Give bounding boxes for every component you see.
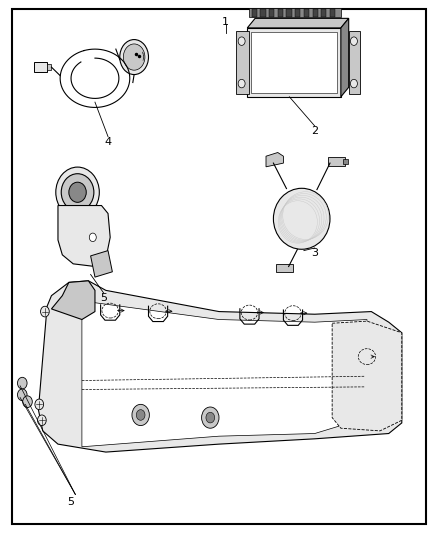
- Bar: [343, 159, 348, 164]
- Polygon shape: [247, 18, 349, 28]
- Bar: [237, 30, 249, 94]
- Text: 4: 4: [104, 137, 112, 147]
- Bar: [328, 157, 345, 166]
- Bar: [349, 30, 360, 94]
- Ellipse shape: [56, 167, 99, 217]
- Circle shape: [89, 233, 96, 241]
- Ellipse shape: [61, 174, 94, 211]
- Circle shape: [132, 405, 149, 425]
- Text: 1: 1: [222, 17, 229, 27]
- Circle shape: [38, 415, 46, 425]
- Text: 3: 3: [311, 248, 318, 259]
- Circle shape: [18, 389, 27, 401]
- Polygon shape: [266, 152, 283, 167]
- Polygon shape: [39, 281, 402, 452]
- Circle shape: [41, 306, 49, 317]
- Ellipse shape: [273, 188, 330, 249]
- Text: 5: 5: [67, 497, 74, 507]
- Circle shape: [238, 79, 245, 88]
- Circle shape: [136, 410, 145, 420]
- Bar: [47, 64, 51, 70]
- Circle shape: [124, 44, 145, 70]
- Circle shape: [23, 396, 32, 408]
- Bar: [252, 10, 257, 17]
- Polygon shape: [58, 206, 110, 266]
- Polygon shape: [82, 301, 367, 447]
- Circle shape: [18, 377, 27, 389]
- Bar: [269, 10, 274, 17]
- Bar: [304, 10, 309, 17]
- Polygon shape: [341, 18, 349, 97]
- Bar: [250, 8, 341, 17]
- Bar: [286, 10, 292, 17]
- Bar: [321, 10, 326, 17]
- Text: 2: 2: [311, 126, 318, 136]
- Circle shape: [350, 79, 357, 88]
- Circle shape: [201, 407, 219, 428]
- Circle shape: [35, 399, 44, 410]
- Polygon shape: [91, 251, 113, 277]
- Bar: [34, 62, 47, 72]
- Bar: [330, 10, 335, 17]
- Circle shape: [206, 413, 215, 423]
- Circle shape: [350, 37, 357, 45]
- Bar: [295, 10, 300, 17]
- Text: 5: 5: [100, 293, 107, 303]
- Bar: [313, 10, 318, 17]
- Bar: [251, 32, 337, 93]
- Bar: [247, 28, 341, 97]
- Polygon shape: [332, 321, 402, 431]
- Circle shape: [120, 39, 148, 75]
- Polygon shape: [51, 281, 95, 319]
- Bar: [278, 10, 283, 17]
- Bar: [276, 264, 293, 272]
- Circle shape: [238, 37, 245, 45]
- Ellipse shape: [69, 182, 86, 203]
- Bar: [260, 10, 265, 17]
